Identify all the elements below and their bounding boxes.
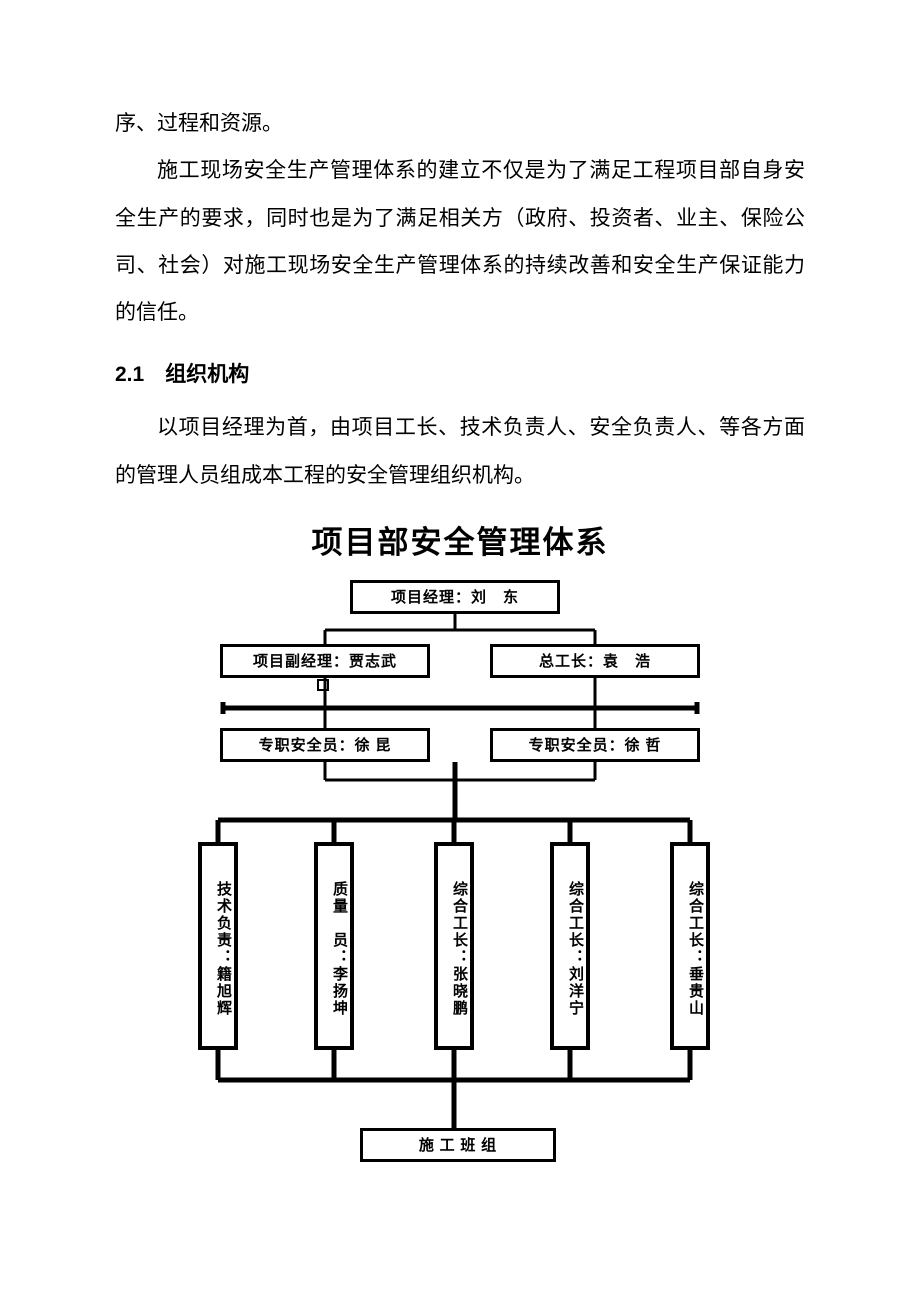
chart-canvas: 项目经理：刘 东 项目副经理：贾志武 总工长：袁 浩 专职安全员：徐 昆 专职安… <box>150 580 770 1180</box>
node-work-team: 施 工 班 组 <box>360 1128 556 1162</box>
paragraph-continuation: 序、过程和资源。 <box>115 100 805 147</box>
paragraph-body-2: 以项目经理为首，由项目工长、技术负责人、安全负责人、等各方面的管理人员组成本工程… <box>115 404 805 499</box>
node-tech-lead: 技术负责：籍旭辉 <box>198 842 238 1050</box>
node-label: 专职安全员：徐 哲 <box>529 734 662 755</box>
node-label: 施 工 班 组 <box>419 1134 497 1155</box>
node-foreman-1: 综合工长：张晓鹏 <box>434 842 474 1050</box>
node-quality-officer: 质量 员：李扬坤 <box>314 842 354 1050</box>
node-label: 项目副经理：贾志武 <box>253 650 397 671</box>
node-label: 质量 员：李扬坤 <box>329 881 350 1017</box>
node-safety-officer-2: 专职安全员：徐 哲 <box>490 728 700 762</box>
node-deputy-manager: 项目副经理：贾志武 <box>220 644 430 678</box>
node-label: 综合工长：刘洋宁 <box>565 881 586 1017</box>
node-label: 专职安全员：徐 昆 <box>259 734 392 755</box>
section-heading: 2.1 组织机构 <box>115 358 805 388</box>
node-label: 总工长：袁 浩 <box>539 650 651 671</box>
paragraph-body: 施工现场安全生产管理体系的建立不仅是为了满足工程项目部自身安全生产的要求，同时也… <box>115 147 805 336</box>
node-label: 综合工长：张晓鹏 <box>449 881 470 1017</box>
node-foreman-2: 综合工长：刘洋宁 <box>550 842 590 1050</box>
node-label: 项目经理：刘 东 <box>391 586 519 607</box>
node-label: 技术负责：籍旭辉 <box>213 881 234 1017</box>
node-label: 综合工长：垂贵山 <box>685 881 706 1017</box>
chart-title: 项目部安全管理体系 <box>150 517 770 562</box>
document-page: 序、过程和资源。 施工现场安全生产管理体系的建立不仅是为了满足工程项目部自身安全… <box>0 0 920 1240</box>
node-safety-officer-1: 专职安全员：徐 昆 <box>220 728 430 762</box>
org-chart: 项目部安全管理体系 <box>150 517 770 1180</box>
node-chief-foreman: 总工长：袁 浩 <box>490 644 700 678</box>
node-project-manager: 项目经理：刘 东 <box>350 580 560 614</box>
node-foreman-3: 综合工长：垂贵山 <box>670 842 710 1050</box>
